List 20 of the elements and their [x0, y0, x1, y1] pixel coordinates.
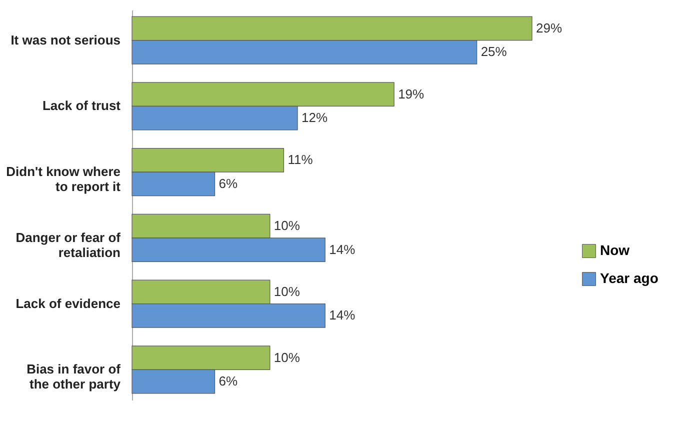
- y-tick-label: It was not serious: [10, 32, 120, 48]
- y-tick-label: Danger or fear of retaliation: [16, 230, 122, 260]
- data-label: 11%: [288, 152, 314, 168]
- y-tick-label: Lack of evidence: [16, 296, 120, 311]
- legend-label: Now: [600, 242, 630, 258]
- data-label: 10%: [274, 284, 300, 299]
- y-tick-label: Lack of trust: [42, 98, 122, 114]
- data-label: 10%: [274, 350, 300, 365]
- data-label: 25%: [480, 44, 508, 60]
- y-tick-label: Didn't know where to report it: [6, 164, 122, 194]
- data-label: 29%: [536, 20, 562, 36]
- data-label: 6%: [218, 176, 238, 191]
- data-label: 10%: [274, 218, 300, 234]
- data-label: 14%: [329, 308, 356, 323]
- data-label: 14%: [329, 242, 356, 257]
- legend-label: Year ago: [600, 270, 658, 286]
- data-label: 6%: [218, 374, 238, 389]
- y-tick-label: Bias in favor of the other party: [26, 362, 122, 392]
- data-label: 19%: [398, 86, 425, 102]
- data-label: 12%: [302, 110, 328, 126]
